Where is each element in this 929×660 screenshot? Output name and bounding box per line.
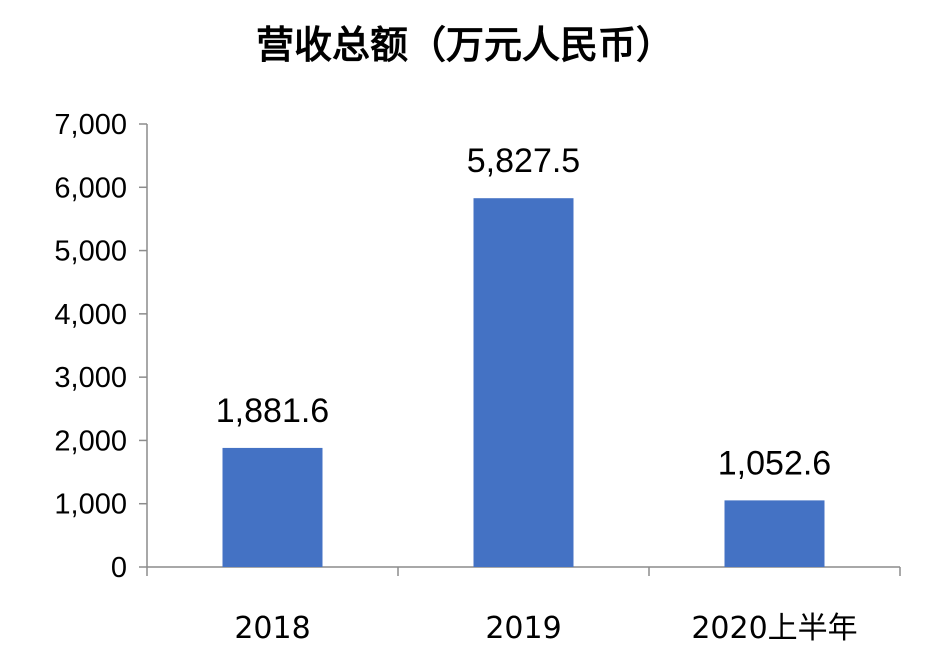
bar [473,198,574,567]
y-tick-label: 1,000 [54,489,127,521]
y-tick-label: 7,000 [54,109,127,141]
y-tick-label: 4,000 [54,299,127,331]
chart-title: 营收总额（万元人民币） [256,23,674,67]
bar [724,500,825,567]
x-tick-label: 2019 [485,611,561,646]
y-tick-label: 5,000 [54,236,127,268]
data-label: 1,052.6 [718,444,831,482]
data-labels: 1,881.6 5,827.5 1,052.6 [216,142,831,482]
y-tick-label: 2,000 [54,425,127,457]
y-tick-label: 0 [111,552,127,584]
y-axis: 0 1,000 2,000 3,000 4,000 5,000 6,000 7,000 [54,109,148,584]
data-label: 1,881.6 [216,392,329,430]
data-label: 5,827.5 [467,142,580,180]
y-tick-label: 3,000 [54,362,127,394]
y-tick-label: 6,000 [54,172,127,204]
x-tick-label: 2018 [234,611,310,646]
bar [222,447,323,567]
x-tick-label: 2020上半年 [691,611,857,646]
bars [222,198,825,567]
x-axis: 2018 2019 2020上半年 [146,566,901,646]
